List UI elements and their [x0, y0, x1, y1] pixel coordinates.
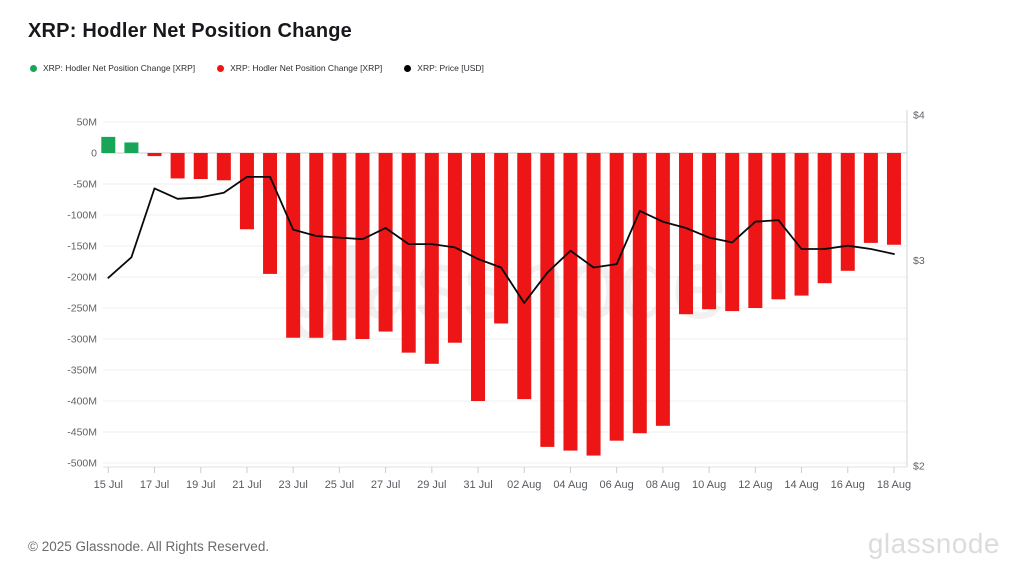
bar-20-jul[interactable]	[216, 153, 231, 181]
x-axis-tick-label: 29 Jul	[417, 479, 446, 491]
x-axis-tick-label: 16 Aug	[831, 479, 865, 491]
bar-08-aug[interactable]	[655, 153, 670, 426]
bar-26-jul[interactable]	[355, 153, 370, 339]
left-axis-tick-label: -250M	[67, 303, 97, 315]
bar-29-jul[interactable]	[424, 153, 439, 364]
bar-05-aug[interactable]	[586, 153, 601, 456]
bar-09-aug[interactable]	[679, 153, 693, 315]
bar-19-jul[interactable]	[193, 153, 208, 180]
bar-11-aug[interactable]	[725, 153, 740, 312]
left-axis-tick-label: -400M	[67, 396, 97, 408]
bar-series	[101, 136, 901, 456]
x-axis-tick-label: 19 Jul	[186, 479, 215, 491]
bar-24-jul[interactable]	[309, 153, 324, 338]
left-axis-tick-label: -350M	[67, 365, 97, 377]
bar-14-aug[interactable]	[794, 153, 809, 296]
bar-27-jul[interactable]	[378, 153, 393, 332]
x-axis-tick-label: 25 Jul	[325, 479, 354, 491]
x-axis-tick-label: 15 Jul	[94, 479, 123, 491]
bar-18-aug[interactable]	[886, 153, 901, 245]
bar-12-aug[interactable]	[748, 153, 763, 308]
left-axis-tick-label: -50M	[73, 179, 97, 191]
legend-label: XRP: Hodler Net Position Change [XRP]	[230, 63, 383, 73]
price-line[interactable]	[107, 176, 895, 304]
axes: 50M 0 -50M -100M -150M -200M -250M -300M -350M -4…	[67, 110, 925, 492]
bar-21-jul[interactable]	[239, 153, 254, 230]
x-axis-tick-label: 14 Aug	[784, 479, 818, 491]
bar-17-aug[interactable]	[863, 153, 878, 243]
bar-01-aug[interactable]	[494, 153, 509, 324]
x-axis-tick-label: 10 Aug	[692, 479, 726, 491]
x-axis-tick-label: 23 Jul	[278, 479, 307, 491]
x-axis-tick-label: 12 Aug	[738, 479, 772, 491]
red-dot-icon	[217, 64, 225, 72]
bar-02-aug[interactable]	[517, 153, 532, 400]
left-axis-tick-label: 50M	[77, 117, 97, 129]
green-dot-icon	[30, 64, 37, 72]
right-axis-tick-label: $3	[913, 255, 925, 267]
black-dot-icon	[404, 64, 412, 72]
x-axis-tick-label: 27 Jul	[371, 479, 400, 491]
legend-item-hodler-positive[interactable]: XRP: Hodler Net Position Change [XRP]	[30, 63, 195, 73]
legend-item-price[interactable]: XRP: Price [USD]	[404, 63, 484, 73]
x-axis-tick-label: 06 Aug	[600, 479, 634, 491]
bar-06-aug[interactable]	[609, 153, 624, 441]
bar-13-aug[interactable]	[771, 153, 786, 300]
left-axis-tick-label: -300M	[67, 334, 97, 346]
legend-label: XRP: Price [USD]	[417, 63, 484, 73]
bar-07-aug[interactable]	[632, 153, 647, 434]
bar-15-aug[interactable]	[817, 153, 832, 284]
bar-03-aug[interactable]	[540, 153, 555, 447]
chart-legend: XRP: Hodler Net Position Change [XRP] XR…	[30, 63, 484, 73]
bar-28-jul[interactable]	[401, 153, 416, 353]
bar-31-jul[interactable]	[471, 153, 486, 401]
left-axis-tick-label: -450M	[67, 427, 97, 439]
left-axis-tick-label: -100M	[67, 210, 97, 222]
x-axis-tick-label: 08 Aug	[646, 479, 680, 491]
legend-label: XRP: Hodler Net Position Change [XRP]	[43, 63, 196, 73]
x-axis-tick-label: 02 Aug	[507, 479, 541, 491]
bar-25-jul[interactable]	[332, 153, 347, 341]
bar-16-aug[interactable]	[840, 153, 855, 271]
right-axis-tick-label: $2	[913, 461, 925, 473]
legend-item-hodler-negative[interactable]: XRP: Hodler Net Position Change [XRP]	[217, 63, 382, 73]
x-axis-tick-label: 17 Jul	[140, 479, 169, 491]
x-axis-tick-label: 04 Aug	[553, 479, 587, 491]
bar-22-jul[interactable]	[263, 153, 278, 274]
price-line-series	[107, 176, 895, 304]
left-axis-tick-label: 0	[91, 148, 97, 160]
chart-area: glassnode 50M0-50M-100M-150M-200M-250M-3…	[67, 110, 925, 492]
x-axis-tick-label: 18 Aug	[877, 479, 911, 491]
chart-canvas: glassnode 50M0-50M-100M-150M-200M-250M-3…	[67, 110, 925, 492]
bar-15-jul[interactable]	[101, 136, 116, 153]
copyright-text: © 2025 Glassnode. All Rights Reserved.	[28, 539, 270, 554]
bar-17-jul[interactable]	[147, 153, 162, 157]
bar-18-jul[interactable]	[170, 153, 185, 179]
bar-04-aug[interactable]	[563, 153, 578, 451]
x-axis-tick-label: 31 Jul	[463, 479, 492, 491]
left-axis-tick-label: -150M	[67, 241, 97, 253]
left-axis-tick-label: -200M	[67, 272, 97, 284]
right-axis-tick-label: $4	[913, 110, 925, 122]
glassnode-logo: glassnode	[867, 528, 1000, 559]
bar-10-aug[interactable]	[702, 153, 717, 310]
x-axis-tick-label: 21 Jul	[232, 479, 261, 491]
bar-16-jul[interactable]	[124, 142, 139, 153]
left-axis-tick-label: -500M	[67, 458, 97, 470]
page-title: XRP: Hodler Net Position Change	[28, 20, 353, 42]
bar-23-jul[interactable]	[286, 153, 301, 338]
